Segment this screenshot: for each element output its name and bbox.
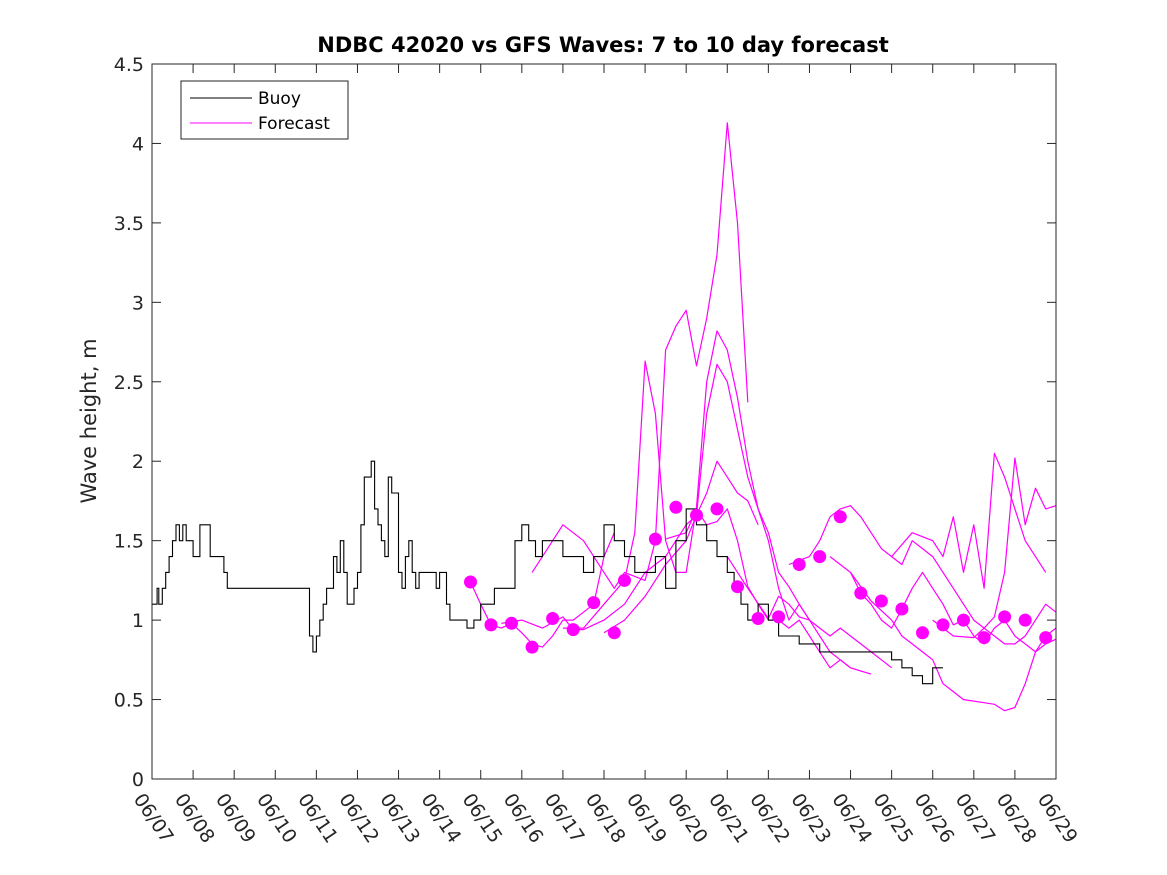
y-tick-label: 0 (132, 769, 144, 791)
y-tick-label: 3.5 (114, 213, 144, 235)
forecast-marker (1018, 613, 1032, 627)
forecast-marker (854, 586, 868, 600)
forecast-marker (792, 558, 806, 571)
series-layer (152, 122, 1057, 712)
forecast-line (891, 452, 1047, 589)
forecast-marker (957, 613, 970, 627)
forecast-marker (916, 626, 929, 640)
forecast-marker (977, 631, 991, 645)
legend-forecast-label: Forecast (258, 114, 330, 134)
y-tick-label: 1 (132, 610, 144, 632)
y-tick-label: 4 (132, 133, 144, 155)
forecast-line (850, 572, 1057, 712)
y-tick-label: 2 (132, 451, 144, 473)
forecast-marker (895, 602, 909, 616)
marker-layer (464, 500, 1053, 654)
forecast-marker (587, 596, 601, 610)
forecast-line (788, 505, 1057, 645)
forecast-marker (464, 575, 477, 589)
y-tick-label: 3 (132, 292, 144, 314)
forecast-marker (936, 618, 950, 632)
forecast-marker (710, 502, 724, 516)
axes-background (152, 64, 1056, 779)
chart-title: NDBC 42020 vs GFS Waves: 7 to 10 day for… (317, 33, 888, 57)
forecast-marker (1039, 631, 1053, 645)
forecast-line (726, 556, 892, 669)
forecast-marker (566, 623, 580, 637)
forecast-marker (505, 616, 518, 630)
forecast-marker (607, 626, 621, 640)
forecast-marker (772, 610, 786, 624)
forecast-marker (813, 550, 827, 564)
forecast-marker (648, 532, 662, 546)
forecast-marker (731, 580, 744, 594)
legend: Buoy Forecast (180, 80, 349, 140)
y-tick-label: 2.5 (114, 372, 144, 394)
forecast-marker (484, 618, 498, 632)
forecast-marker (669, 500, 683, 514)
y-axis: 0 0.5 1 1.5 2 2.5 3 3.5 4 4.5 (114, 54, 1056, 791)
y-tick-label: 1.5 (114, 531, 144, 553)
buoy-line (152, 460, 943, 685)
forecast-line (603, 363, 851, 669)
forecast-marker (833, 510, 847, 524)
legend-box (180, 80, 349, 140)
y-axis-label: Wave height, m (77, 338, 101, 503)
y-tick-label: 0.5 (114, 690, 144, 712)
forecast-marker (998, 610, 1012, 624)
forecast-marker (618, 573, 631, 587)
plot-area (151, 63, 1057, 780)
forecast-marker (546, 612, 560, 625)
forecast-marker (525, 640, 539, 654)
forecast-line (932, 457, 1057, 639)
legend-buoy-label: Buoy (258, 89, 301, 109)
forecast-marker (874, 594, 888, 608)
forecast-marker (751, 612, 765, 625)
forecast-line (531, 122, 749, 589)
y-tick-label: 4.5 (114, 54, 144, 76)
forecast-line (829, 556, 1057, 653)
forecast-marker (690, 508, 703, 522)
